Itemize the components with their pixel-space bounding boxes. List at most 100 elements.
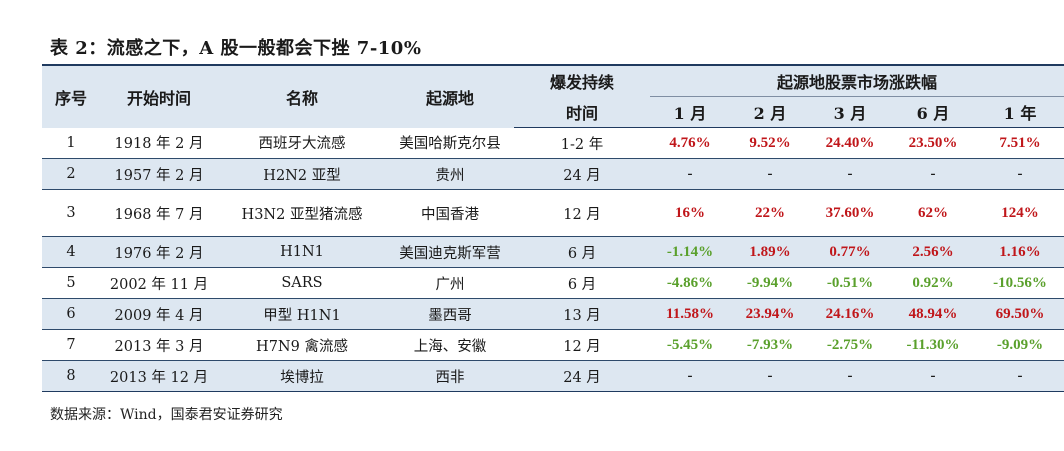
table-row: 6 2009 年 4 月甲型 H1N1 墨西哥 13 月 11.58% 23.94% 24.… [42, 298, 1064, 330]
name-cell: H1N1 [218, 236, 386, 268]
header-market-change-group: 起源地股票市场涨跌幅 [650, 65, 1064, 97]
duration-cell: 24 月 [514, 360, 650, 392]
seq-cell: 1 [42, 127, 100, 159]
seq-cell: 8 [42, 360, 100, 392]
change-3-month-cell: 24.40% [810, 127, 890, 159]
start-time-cell: 2009 年 4 月 [100, 298, 218, 330]
seq-cell: 2 [42, 158, 100, 190]
table-title: 表 2：流感之下，A 股一般都会下挫 7-10% [50, 38, 422, 59]
change-2-month-cell: - [730, 360, 810, 392]
duration-cell: 1-2 年 [514, 127, 650, 159]
origin-cell: 美国迪克斯军营 [386, 236, 514, 268]
change-1-month-cell: 11.58% [650, 298, 730, 330]
table-row: 7 2013 年 3 月 H7N9 禽流感 上海、安徽 12 月 -5.45% -7.93%… [42, 329, 1064, 361]
duration-cell: 24 月 [514, 158, 650, 190]
origin-cell: 上海、安徽 [386, 329, 514, 361]
name-cell: 埃博拉 [218, 360, 386, 392]
change-1-year-cell: -9.09% [976, 329, 1064, 361]
data-source-note: 数据来源：Wind，国泰君安证券研究 [50, 407, 283, 423]
name-cell: H7N9 禽流感 [218, 329, 386, 361]
change-1-year-cell: 124% [976, 189, 1064, 237]
change-1-year-cell: 1.16% [976, 236, 1064, 268]
start-time-cell: 1957 年 2 月 [100, 158, 218, 190]
change-6-month-cell: 48.94% [890, 298, 976, 330]
change-1-year-cell: -10.56% [976, 267, 1064, 299]
header-2-month: 2 月 [730, 96, 810, 128]
origin-cell: 广州 [386, 267, 514, 299]
table-row: 4 1976 年 2 月 H1N1 美国迪克斯军营 6 月 -1.14% 1.89% 0.77… [42, 236, 1064, 268]
header-duration-line1: 爆发持续 [514, 65, 650, 97]
start-time-cell: 1968 年 7 月 [100, 189, 218, 237]
change-1-month-cell: -4.86% [650, 267, 730, 299]
origin-cell: 美国哈斯克尔县 [386, 127, 514, 159]
duration-cell: 13 月 [514, 298, 650, 330]
header-origin: 起源地 [386, 65, 514, 128]
change-2-month-cell: 22% [730, 189, 810, 237]
change-2-month-cell: -7.93% [730, 329, 810, 361]
change-1-month-cell: 16% [650, 189, 730, 237]
origin-cell: 墨西哥 [386, 298, 514, 330]
table-row: 8 2013 年 12 月埃博拉 西非 24 月----- [42, 360, 1064, 392]
change-6-month-cell: 23.50% [890, 127, 976, 159]
name-cell: 西班牙大流感 [218, 127, 386, 159]
change-2-month-cell: -9.94% [730, 267, 810, 299]
change-6-month-cell: 62% [890, 189, 976, 237]
header-seq: 序号 [42, 65, 100, 128]
table-row: 3 1968 年 7 月 H3N2 亚型猪流感 中国香港 12 月 16% 22% 37.60… [42, 189, 1064, 237]
change-3-month-cell: 37.60% [810, 189, 890, 237]
change-3-month-cell: - [810, 158, 890, 190]
name-cell: H2N2 亚型 [218, 158, 386, 190]
change-2-month-cell: 9.52% [730, 127, 810, 159]
start-time-cell: 2013 年 12 月 [100, 360, 218, 392]
duration-cell: 12 月 [514, 329, 650, 361]
duration-cell: 6 月 [514, 236, 650, 268]
change-1-month-cell: -1.14% [650, 236, 730, 268]
table-row: 2 1957 年 2 月 H2N2 亚型 贵州 24 月----- [42, 158, 1064, 190]
flu-market-table: 序号 开始时间 名称 起源地 爆发持续 起源地股票市场涨跌幅 时间 1 月 2 … [42, 64, 1064, 392]
change-1-month-cell: - [650, 158, 730, 190]
name-cell: H3N2 亚型猪流感 [218, 189, 386, 237]
seq-cell: 3 [42, 189, 100, 237]
change-1-month-cell: -5.45% [650, 329, 730, 361]
duration-cell: 6 月 [514, 267, 650, 299]
change-1-month-cell: 4.76% [650, 127, 730, 159]
change-3-month-cell: 24.16% [810, 298, 890, 330]
seq-cell: 5 [42, 267, 100, 299]
origin-cell: 贵州 [386, 158, 514, 190]
header-name: 名称 [218, 65, 386, 128]
change-1-month-cell: - [650, 360, 730, 392]
change-6-month-cell: - [890, 360, 976, 392]
change-2-month-cell: 23.94% [730, 298, 810, 330]
change-1-year-cell: 69.50% [976, 298, 1064, 330]
start-time-cell: 2013 年 3 月 [100, 329, 218, 361]
origin-cell: 中国香港 [386, 189, 514, 237]
origin-cell: 西非 [386, 360, 514, 392]
start-time-cell: 1918 年 2 月 [100, 127, 218, 159]
change-6-month-cell: - [890, 158, 976, 190]
name-cell: SARS [218, 267, 386, 299]
seq-cell: 7 [42, 329, 100, 361]
change-3-month-cell: -0.51% [810, 267, 890, 299]
change-2-month-cell: 1.89% [730, 236, 810, 268]
header-1-year: 1 年 [976, 96, 1064, 128]
change-3-month-cell: 0.77% [810, 236, 890, 268]
duration-cell: 12 月 [514, 189, 650, 237]
header-1-month: 1 月 [650, 96, 730, 128]
change-2-month-cell: - [730, 158, 810, 190]
table-row: 1 1918 年 2 月西班牙大流感 美国哈斯克尔县 1-2 年 4.76% 9.52% 2… [42, 127, 1064, 159]
start-time-cell: 2002 年 11 月 [100, 267, 218, 299]
change-1-year-cell: - [976, 158, 1064, 190]
change-6-month-cell: 0.92% [890, 267, 976, 299]
change-1-year-cell: - [976, 360, 1064, 392]
start-time-cell: 1976 年 2 月 [100, 236, 218, 268]
change-6-month-cell: 2.56% [890, 236, 976, 268]
change-1-year-cell: 7.51% [976, 127, 1064, 159]
header-start-time: 开始时间 [100, 65, 218, 128]
change-6-month-cell: -11.30% [890, 329, 976, 361]
header-duration-line2: 时间 [514, 96, 650, 128]
header-6-month: 6 月 [890, 96, 976, 128]
seq-cell: 6 [42, 298, 100, 330]
seq-cell: 4 [42, 236, 100, 268]
name-cell: 甲型 H1N1 [218, 298, 386, 330]
change-3-month-cell: -2.75% [810, 329, 890, 361]
